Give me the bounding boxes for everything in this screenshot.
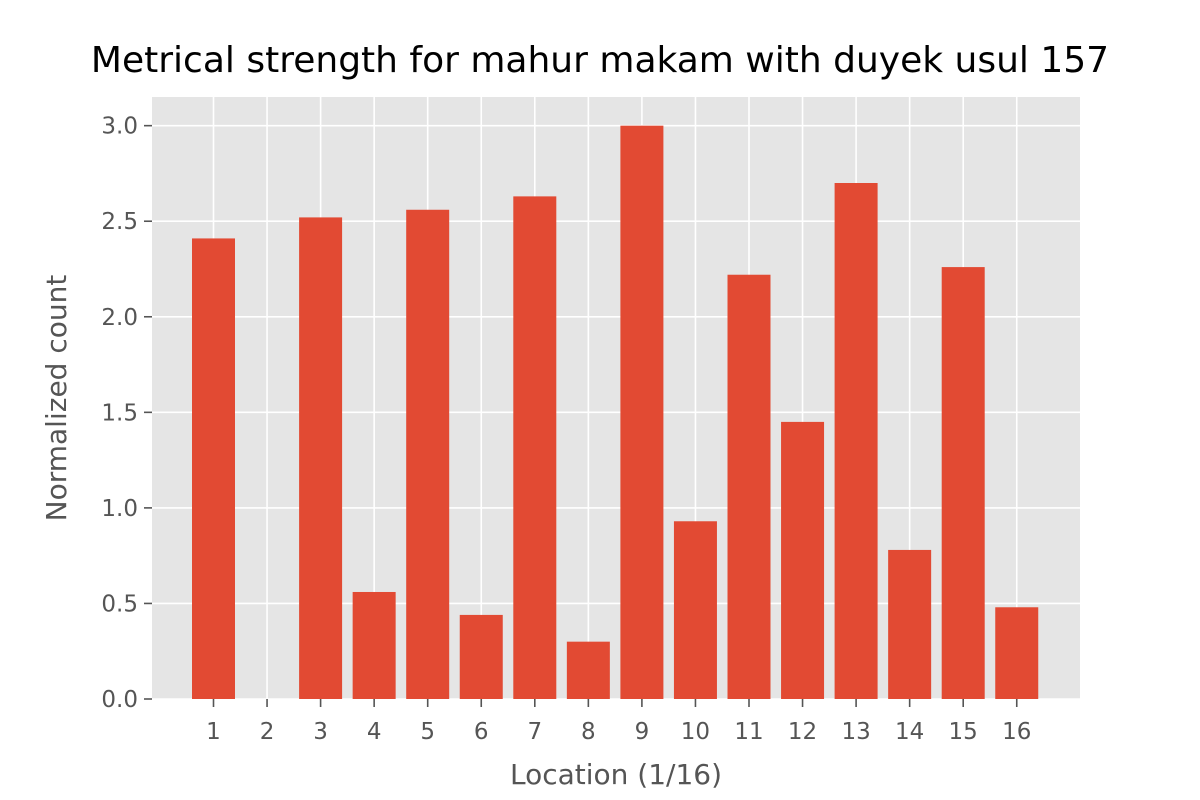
bar (834, 183, 878, 699)
x-tick-label: 6 (474, 719, 489, 745)
bar (352, 591, 396, 699)
x-tick-label: 12 (788, 719, 817, 745)
y-tick-label: 3.0 (101, 114, 138, 140)
y-tick-label: 2.5 (101, 209, 138, 235)
bar (566, 641, 610, 699)
bar (299, 217, 343, 699)
x-tick-label: 13 (841, 719, 870, 745)
x-tick-label: 14 (895, 719, 924, 745)
y-tick-label: 0.0 (101, 687, 138, 713)
x-axis-ticks: 1 2 3 4 5 6 7 8 9 10 11 12 13 14 15 16 (206, 699, 1031, 745)
y-tick-label: 0.5 (101, 591, 138, 617)
bar (941, 267, 985, 699)
x-tick-label: 1 (206, 719, 221, 745)
y-tick-label: 1.0 (101, 496, 138, 522)
bar (888, 549, 932, 699)
x-tick-label: 10 (681, 719, 710, 745)
bar (673, 521, 717, 699)
x-tick-label: 2 (260, 719, 275, 745)
chart-title: Metrical strength for mahur makam with d… (90, 40, 1110, 81)
x-axis-label: Location (1/16) (510, 758, 722, 791)
y-tick-label: 2.0 (101, 305, 138, 331)
x-tick-label: 9 (635, 719, 650, 745)
x-tick-label: 16 (1002, 719, 1031, 745)
x-tick-label: 7 (527, 719, 542, 745)
bar (192, 238, 235, 699)
x-tick-label: 4 (367, 719, 382, 745)
x-tick-label: 15 (949, 719, 978, 745)
bar (995, 607, 1039, 699)
x-tick-label: 11 (734, 719, 763, 745)
bar (781, 421, 825, 699)
y-axis-ticks: 0.0 0.5 1.0 1.5 2.0 2.5 3.0 (101, 114, 152, 713)
plot-background (152, 97, 1080, 699)
bars (192, 125, 1039, 699)
bar (406, 209, 450, 699)
bar (459, 614, 503, 699)
y-axis-label: Normalized count (40, 275, 73, 522)
bar (620, 125, 664, 699)
x-tick-label: 8 (581, 719, 596, 745)
bar (513, 196, 557, 699)
bar (727, 274, 771, 699)
y-tick-label: 1.5 (101, 400, 138, 426)
x-tick-label: 3 (313, 719, 328, 745)
x-tick-label: 5 (420, 719, 435, 745)
